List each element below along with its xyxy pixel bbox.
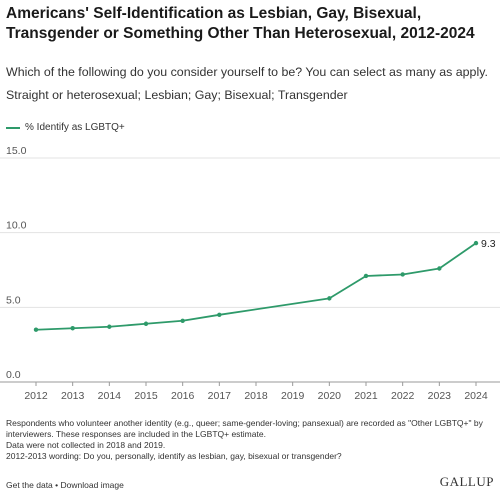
- x-tick-label: 2013: [61, 390, 85, 402]
- legend-label: % Identify as LGBTQ+: [25, 122, 125, 133]
- chart-subtitle-options: Straight or heterosexual; Lesbian; Gay; …: [6, 88, 348, 102]
- y-axis-ticks: 0.0 5.0 10.0 15.0: [6, 145, 27, 381]
- end-value-label: 9.3: [481, 238, 496, 250]
- x-tick-label: 2020: [318, 390, 342, 402]
- data-point[interactable]: [180, 318, 185, 323]
- x-axis-ticks: 2012 2013 2014 2015 2016 2017 2018 2019 2020 2021…: [24, 382, 488, 402]
- footnote-1: Respondents who volunteer another identi…: [6, 418, 483, 439]
- data-point[interactable]: [143, 321, 149, 326]
- x-tick-label: 2018: [244, 390, 268, 402]
- data-point[interactable]: [327, 296, 332, 301]
- x-tick-label: 2015: [134, 390, 158, 402]
- footnotes: Respondents who volunteer another identi…: [6, 418, 496, 462]
- series-line: [35, 242, 477, 331]
- footnote-3: 2012-2013 wording: Do you, personally, i…: [6, 451, 342, 461]
- footer-separator: •: [55, 480, 59, 490]
- get-data-link[interactable]: Get the data: [6, 480, 53, 490]
- grid-lines: [0, 157, 500, 383]
- series-line-layer: [35, 242, 477, 331]
- data-point[interactable]: [33, 327, 39, 332]
- y-tick-label: 10.0: [6, 220, 27, 232]
- x-tick-label: 2021: [354, 390, 378, 402]
- footnote-2: Data were not collected in 2018 and 2019…: [6, 440, 166, 450]
- x-tick-label: 2014: [98, 390, 122, 402]
- y-tick-label: 0.0: [6, 369, 21, 381]
- y-tick-label: 5.0: [6, 294, 21, 306]
- x-tick-label: 2017: [208, 390, 232, 402]
- x-tick-label: 2016: [171, 390, 195, 402]
- data-point[interactable]: [217, 312, 222, 317]
- chart-subtitle: Which of the following do you consider y…: [6, 65, 488, 79]
- download-image-link[interactable]: Download image: [60, 480, 124, 490]
- series-points: [33, 240, 479, 332]
- x-tick-label: 2023: [428, 390, 452, 402]
- data-point[interactable]: [473, 240, 479, 246]
- x-tick-label: 2012: [24, 390, 48, 402]
- legend-swatch: [6, 126, 20, 129]
- data-point[interactable]: [363, 273, 369, 279]
- x-tick-label: 2022: [391, 390, 415, 402]
- x-tick-label: 2019: [281, 390, 305, 402]
- data-point[interactable]: [437, 266, 442, 271]
- data-labels: 9.3: [481, 238, 496, 250]
- chart-title: Americans' Self-Identification as Lesbia…: [6, 5, 475, 42]
- line-chart: 0.05.010.015.0 2012 2013 2014 2015 2016 2017 2…: [0, 145, 500, 402]
- x-tick-label: 2024: [464, 390, 488, 402]
- data-point[interactable]: [400, 272, 405, 277]
- y-tick-label: 15.0: [6, 145, 27, 157]
- data-point[interactable]: [70, 326, 75, 331]
- footer-links: Get the data • Download image: [6, 480, 124, 490]
- data-point[interactable]: [107, 324, 112, 329]
- legend: % Identify as LGBTQ+: [6, 122, 125, 133]
- gallup-logo: GALLUP: [439, 474, 494, 489]
